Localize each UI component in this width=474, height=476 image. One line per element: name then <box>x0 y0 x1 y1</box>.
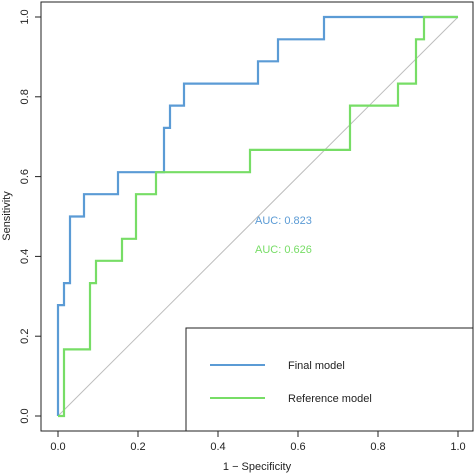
series-line-final-model <box>56 15 458 416</box>
y-axis: 0.0 0.2 0.4 0.6 0.8 1.0 <box>19 9 41 424</box>
x-tick-label: 0.6 <box>290 441 305 453</box>
legend: Final model Reference model <box>185 327 474 432</box>
auc-annotation-final: AUC: 0.823 <box>255 215 312 227</box>
x-tick-label: 1.0 <box>450 441 465 453</box>
legend-label-final: Final model <box>288 360 345 372</box>
x-axis: 0.0 0.2 0.4 0.6 0.8 1.0 <box>50 431 466 453</box>
x-axis-title: 1 − Specificity <box>223 461 292 473</box>
x-tick-label: 0.0 <box>50 441 65 453</box>
series-line-reference-model <box>58 15 458 418</box>
x-tick-label: 0.2 <box>130 441 145 453</box>
reference-diagonal <box>57 16 459 417</box>
y-tick-label: 0.8 <box>19 89 31 104</box>
x-tick-label: 0.4 <box>210 441 225 453</box>
y-axis-title: Sensitivity <box>1 191 13 241</box>
y-tick-label: 0.4 <box>19 249 31 264</box>
y-tick-label: 0.0 <box>19 408 31 423</box>
series-layer <box>56 15 458 418</box>
auc-annotation-reference: AUC: 0.626 <box>255 244 312 256</box>
y-tick-label: 0.6 <box>19 169 31 184</box>
legend-box <box>185 327 474 432</box>
legend-label-reference: Reference model <box>288 393 372 405</box>
x-tick-label: 0.8 <box>370 441 385 453</box>
y-tick-label: 1.0 <box>19 9 31 24</box>
y-tick-label: 0.2 <box>19 329 31 344</box>
